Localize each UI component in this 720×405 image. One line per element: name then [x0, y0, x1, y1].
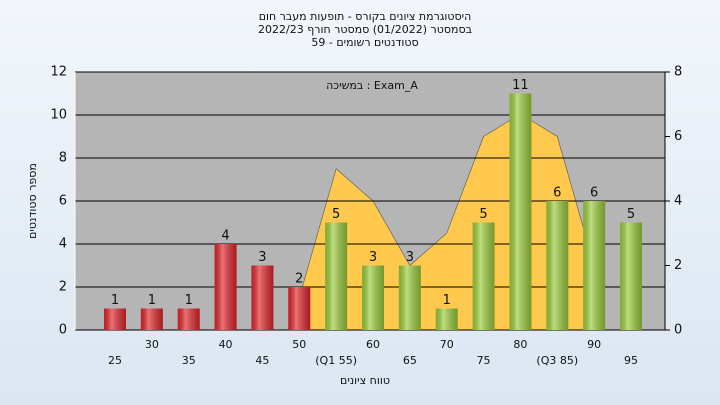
- y2-tick-label: 2: [674, 258, 682, 273]
- value-label: 1: [185, 293, 193, 308]
- title-line: היסטוגרמת ציונים בקורס - תופעות מעבר חום: [259, 10, 472, 23]
- bar-shine: [546, 201, 569, 330]
- x-tick-label: 75: [477, 354, 491, 367]
- x-tick-label: 65: [403, 354, 417, 367]
- x-tick-label: 90: [587, 338, 601, 351]
- bar-shine: [325, 222, 348, 330]
- value-label: 5: [627, 207, 635, 222]
- x-tick-label: (Q3 85): [536, 354, 578, 367]
- bar-shine: [620, 222, 642, 330]
- x-tick-label: 45: [255, 354, 269, 367]
- value-label: 3: [406, 250, 414, 265]
- x-tick-label: 35: [182, 354, 196, 367]
- bar-shine: [398, 265, 421, 330]
- x-tick-label: 25: [108, 354, 122, 367]
- value-label: 6: [590, 186, 598, 201]
- annotation: במשיכה : Exam_A: [326, 79, 418, 92]
- y2-tick-label: 4: [674, 194, 682, 209]
- x-tick-label: (Q1 55): [315, 354, 357, 367]
- x-axis-label: טווח ציונים: [340, 374, 390, 387]
- x-tick-label: 60: [366, 338, 380, 351]
- x-tick-label: 40: [219, 338, 233, 351]
- bar-shine: [583, 201, 606, 330]
- value-label: 6: [553, 186, 561, 201]
- title-line: סטודנטים רשומים - 59: [311, 36, 418, 49]
- bar-shine: [251, 265, 274, 330]
- y-axis-label: מספר סטודנטים: [26, 163, 39, 239]
- y-tick-label: 0: [59, 323, 67, 338]
- bar-shine: [104, 308, 126, 330]
- y-tick-label: 4: [59, 237, 67, 252]
- value-label: 1: [443, 293, 451, 308]
- value-label: 3: [369, 250, 377, 265]
- value-label: 2: [295, 272, 303, 287]
- bar-shine: [288, 287, 311, 330]
- y2-tick-label: 0: [674, 323, 682, 338]
- bar-shine: [177, 308, 200, 330]
- value-label: 1: [111, 293, 119, 308]
- title-line: בסמסטר (01/2022) סמסטר חורף 2022/23: [258, 23, 472, 36]
- value-label: 4: [221, 229, 229, 244]
- x-tick-label: 30: [145, 338, 159, 351]
- x-tick-label: 70: [440, 338, 454, 351]
- value-label: 1: [148, 293, 156, 308]
- bar-shine: [140, 308, 163, 330]
- value-label: 11: [512, 78, 529, 93]
- bar-shine: [362, 265, 384, 330]
- bar-shine: [435, 308, 458, 330]
- y2-tick-label: 8: [674, 65, 682, 80]
- y-tick-label: 10: [50, 108, 67, 123]
- bar-shine: [214, 244, 237, 330]
- y-tick-label: 6: [59, 194, 67, 209]
- x-tick-label: 50: [292, 338, 306, 351]
- value-label: 3: [258, 250, 266, 265]
- y2-tick-label: 6: [674, 129, 682, 144]
- y-tick-label: 12: [50, 65, 67, 80]
- y-tick-label: 2: [59, 280, 67, 295]
- y-tick-label: 8: [59, 151, 67, 166]
- value-label: 5: [332, 207, 340, 222]
- x-tick-label: 95: [624, 354, 638, 367]
- x-tick-label: 80: [513, 338, 527, 351]
- bar-shine: [472, 222, 495, 330]
- bar-shine: [509, 93, 532, 330]
- value-label: 5: [479, 207, 487, 222]
